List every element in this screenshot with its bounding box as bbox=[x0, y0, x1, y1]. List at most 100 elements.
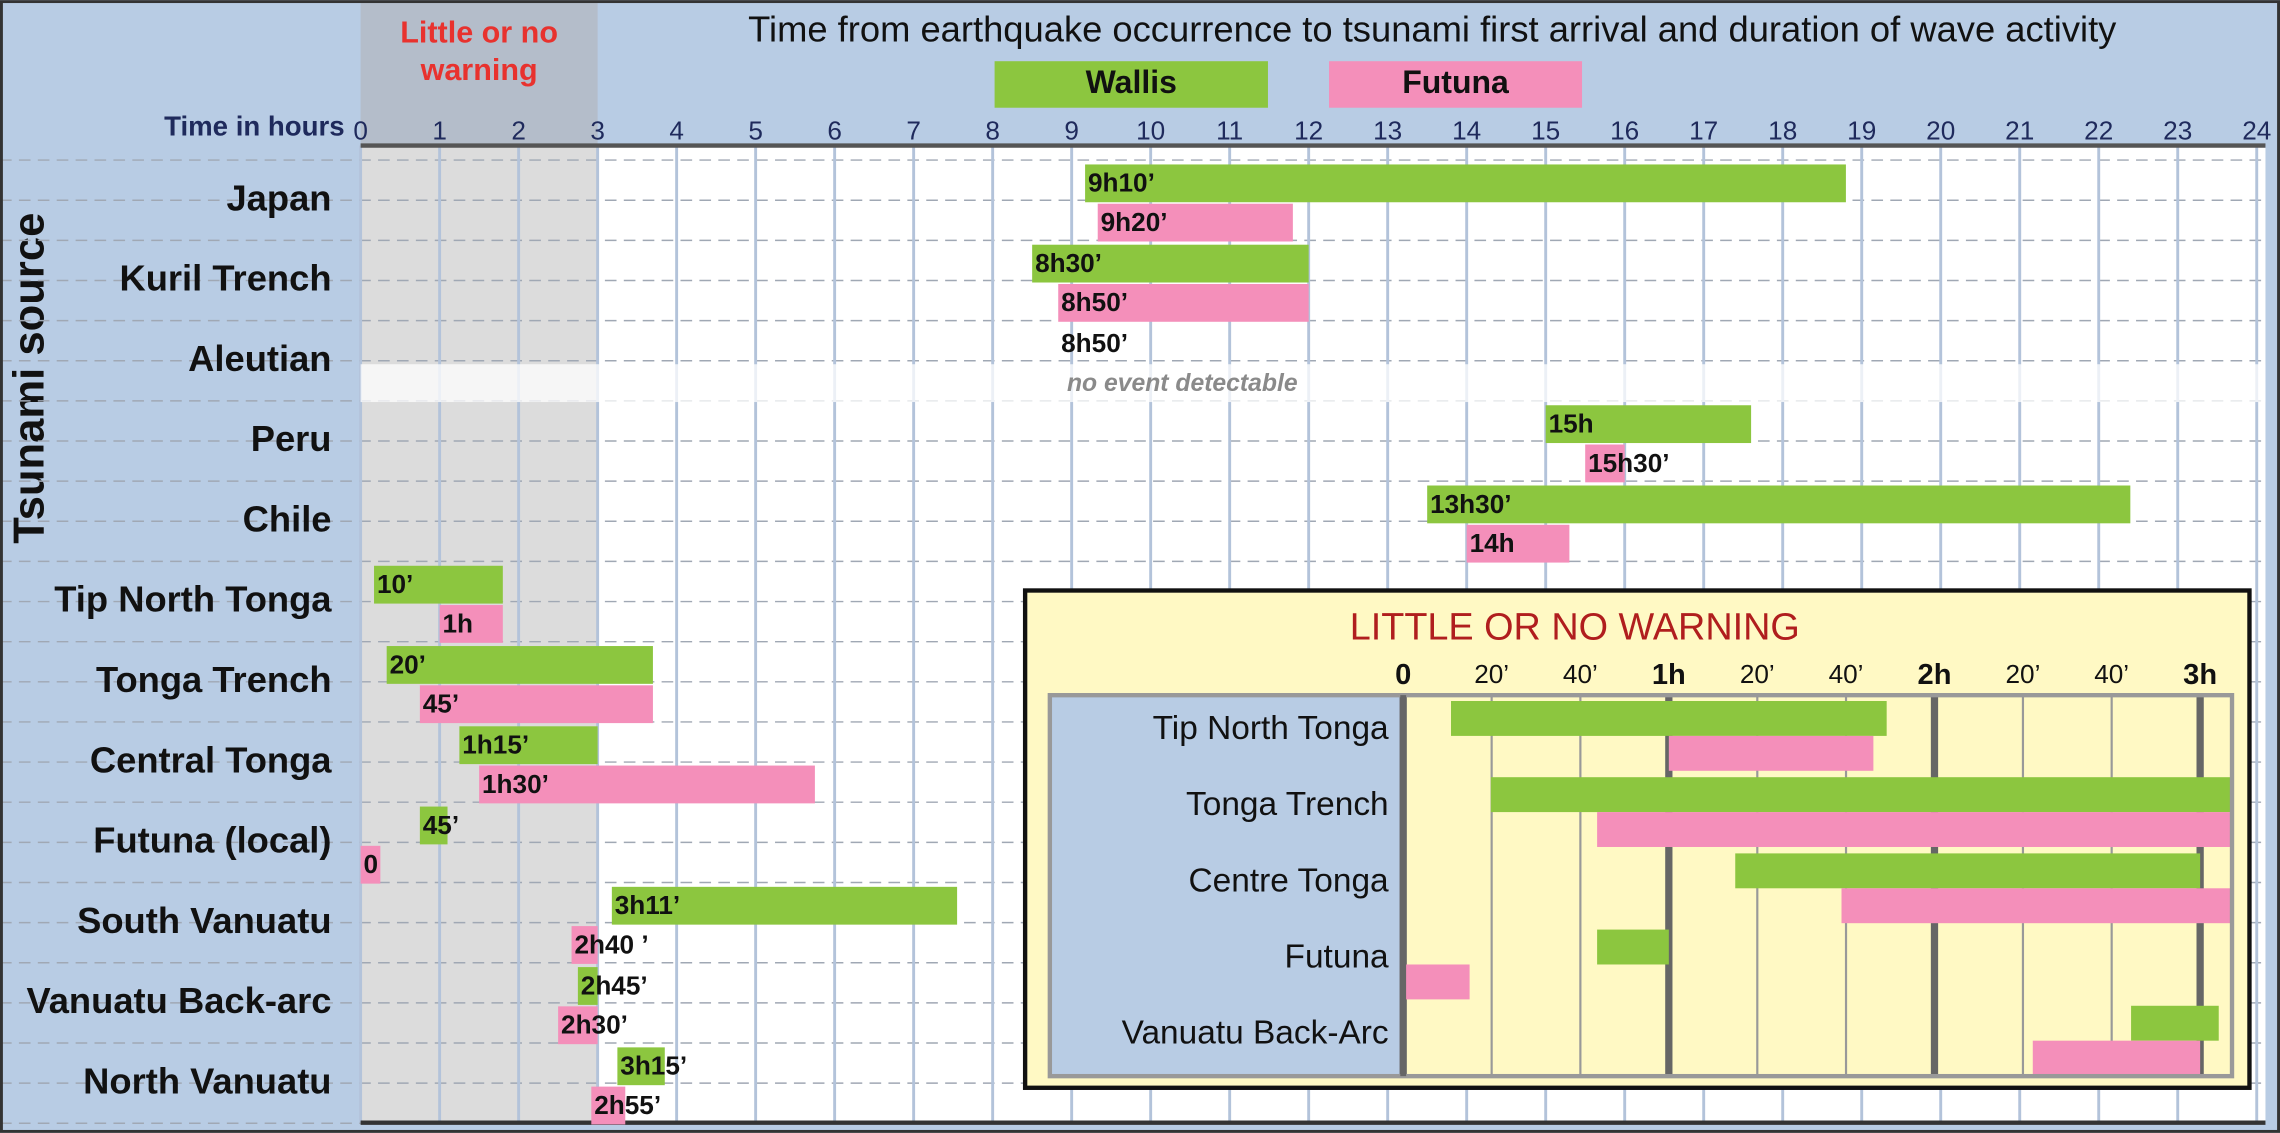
bar bbox=[1058, 283, 1309, 322]
bar-label: 2h40 ’ bbox=[574, 929, 648, 959]
x-tick-label: 7 bbox=[906, 115, 921, 145]
bar bbox=[2131, 1005, 2219, 1041]
bar bbox=[577, 967, 598, 1005]
legend-swatch bbox=[1329, 61, 1583, 108]
x-tick-label: 1 bbox=[432, 115, 447, 145]
x-tick-label: 40’ bbox=[1829, 659, 1864, 689]
y-tick-label: Tip North Tonga bbox=[1153, 710, 1389, 747]
bar-label: 8h50’ bbox=[1061, 287, 1128, 317]
y-tick-label: Centre Tonga bbox=[1188, 862, 1389, 899]
bar-label: 8h30’ bbox=[1035, 248, 1102, 278]
y-tick-label: Futuna bbox=[1285, 938, 1390, 975]
bar-label: 0 bbox=[364, 849, 379, 879]
x-tick-label: 2h bbox=[1918, 659, 1952, 691]
x-tick-label: 24 bbox=[2242, 115, 2271, 145]
bar bbox=[419, 806, 448, 845]
x-tick-label: 8 bbox=[985, 115, 1000, 145]
x-tick-label: 15 bbox=[1531, 115, 1560, 145]
x-tick-label: 1h bbox=[1652, 659, 1686, 691]
y-tick-label: Futuna (local) bbox=[93, 820, 331, 861]
x-tick-label: 18 bbox=[1768, 115, 1797, 145]
inset-label-column bbox=[1049, 695, 1404, 1077]
bar-label: 2h45’ bbox=[581, 970, 648, 1000]
bar-label: 1h15’ bbox=[462, 730, 529, 760]
bar bbox=[617, 1047, 665, 1086]
bar bbox=[1735, 853, 2201, 889]
chart-title: Time from earthquake occurrence to tsuna… bbox=[748, 9, 2117, 50]
x-tick-label: 0 bbox=[353, 115, 368, 145]
legend-label: Futuna bbox=[1402, 64, 1509, 100]
x-tick-label: 23 bbox=[2163, 115, 2192, 145]
x-tick-label: 11 bbox=[1216, 115, 1243, 145]
main-chart: Little or no warning Time from earthquake… bbox=[0, 3, 2271, 1125]
x-tick-label: 20’ bbox=[1474, 659, 1509, 689]
bar-label: 45’ bbox=[423, 810, 459, 840]
x-tick-label: 4 bbox=[669, 115, 684, 145]
annotation: no event detectable bbox=[1067, 370, 1298, 397]
y-tick-label: Peru bbox=[251, 418, 332, 459]
bar bbox=[591, 1086, 626, 1125]
x-tick-label: 22 bbox=[2084, 115, 2113, 145]
x-tick-label: 20’ bbox=[2005, 659, 2040, 689]
bar bbox=[1451, 701, 1887, 736]
y-tick-label: Tonga Trench bbox=[96, 659, 332, 700]
bar-label: 9h20’ bbox=[1101, 207, 1168, 237]
bar bbox=[1403, 964, 1470, 1000]
y-axis-label: Tsunami source bbox=[6, 213, 54, 544]
bar bbox=[439, 605, 503, 643]
x-tick-label: 20’ bbox=[1740, 659, 1775, 689]
bar bbox=[1032, 244, 1309, 283]
bar bbox=[2032, 1040, 2201, 1076]
y-tick-label: Chile bbox=[243, 498, 332, 539]
y-tick-label: Vanuatu Back-arc bbox=[26, 980, 331, 1021]
y-tick-label: Japan bbox=[226, 177, 331, 218]
bar bbox=[1585, 444, 1625, 483]
bar-label: 10’ bbox=[377, 569, 413, 599]
x-tick-label: 6 bbox=[827, 115, 842, 145]
y-tick-label: Central Tonga bbox=[90, 739, 332, 780]
x-tick-label: 3h bbox=[2183, 659, 2217, 691]
x-tick-label: 40’ bbox=[1563, 659, 1598, 689]
x-tick-label: 16 bbox=[1610, 115, 1639, 145]
x-tick-label: 9 bbox=[1064, 115, 1079, 145]
x-tick-label: 20 bbox=[1926, 115, 1955, 145]
legend-swatch bbox=[994, 61, 1268, 108]
warning-zone-header bbox=[360, 3, 598, 146]
warning-label-box: Little or no warning bbox=[400, 16, 558, 87]
bar-label: 45’ bbox=[423, 689, 459, 719]
bar-label: 1h bbox=[443, 608, 474, 638]
bar bbox=[1597, 929, 1669, 965]
bar-label: 1h30’ bbox=[482, 769, 549, 799]
bar-label: 15h bbox=[1549, 409, 1594, 439]
bar bbox=[419, 685, 653, 724]
bar bbox=[571, 926, 598, 964]
bar bbox=[1085, 164, 1846, 203]
y-tick-label: Aleutian bbox=[188, 338, 331, 379]
bar bbox=[1545, 405, 1752, 444]
y-tick-label: North Vanuatu bbox=[83, 1060, 331, 1101]
x-tick-label: 19 bbox=[1847, 115, 1876, 145]
bar-label: 15h30’ bbox=[1588, 448, 1669, 478]
bar bbox=[479, 765, 815, 804]
bar-label: 3h11’ bbox=[615, 890, 680, 920]
bar bbox=[459, 726, 598, 765]
bar bbox=[611, 886, 958, 925]
legend-label: Wallis bbox=[1086, 64, 1177, 100]
inset-plot-border bbox=[1047, 693, 2235, 1079]
bar bbox=[1097, 203, 1293, 242]
bar-label: 14h bbox=[1470, 528, 1515, 558]
bar bbox=[1427, 485, 2131, 524]
x-tick-label: 40’ bbox=[2094, 659, 2129, 689]
bar bbox=[1597, 812, 2233, 847]
bar bbox=[360, 845, 381, 884]
x-tick-label: 0 bbox=[1395, 659, 1411, 691]
x-tick-label: 10 bbox=[1136, 115, 1165, 145]
bar-label: 13h30’ bbox=[1430, 489, 1511, 519]
y-tick-label: Vanuatu Back-Arc bbox=[1122, 1015, 1389, 1052]
x-tick-label: 12 bbox=[1294, 115, 1323, 145]
bar bbox=[558, 1006, 598, 1045]
y-tick-label: Tonga Trench bbox=[1186, 786, 1389, 823]
